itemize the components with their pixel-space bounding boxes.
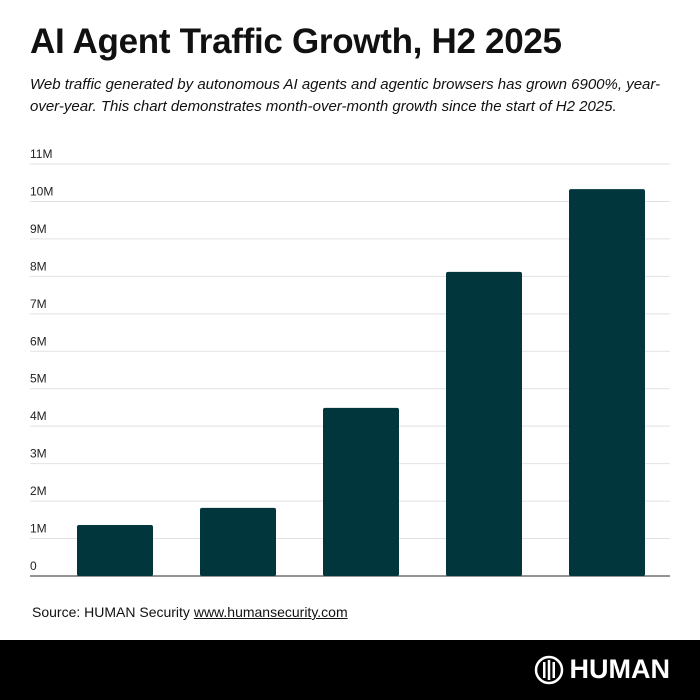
bar-chart: 0 1M 2M 3M 4M 5M 6M 7M 8M 9M 10M 11M <box>30 147 670 577</box>
y-tick-label: 5M <box>30 372 47 386</box>
chart-title: AI Agent Traffic Growth, H2 2025 <box>30 22 562 61</box>
source-link[interactable]: www.humansecurity.com <box>193 604 348 620</box>
y-tick-label: 2M <box>30 484 47 498</box>
y-tick-label: 1M <box>30 522 47 536</box>
y-tick-label: 7M <box>30 297 47 311</box>
human-logo-icon <box>534 655 563 684</box>
chart-subtitle: Web traffic generated by autonomous AI a… <box>30 76 661 115</box>
y-tick-label: 9M <box>30 222 47 236</box>
source-line: Source: HUMAN Security www.humansecurity… <box>32 604 348 620</box>
logo-text: HUMAN <box>569 654 671 684</box>
y-tick-label: 11M <box>30 147 52 161</box>
y-tick-label: 3M <box>30 447 47 461</box>
bar-2 <box>200 507 276 576</box>
y-tick-label: 0 <box>30 559 37 573</box>
bar-1 <box>77 525 153 576</box>
human-logo: HUMAN <box>534 654 671 685</box>
source-label: Source: HUMAN Security <box>32 604 190 620</box>
bar-5 <box>569 189 645 576</box>
footer-bar: HUMAN <box>0 640 700 700</box>
y-tick-label: 8M <box>30 259 47 273</box>
bar-3 <box>323 407 399 576</box>
bar-4 <box>446 271 522 576</box>
y-tick-label: 10M <box>30 184 53 198</box>
y-tick-label: 4M <box>30 409 47 423</box>
y-tick-label: 6M <box>30 334 47 348</box>
